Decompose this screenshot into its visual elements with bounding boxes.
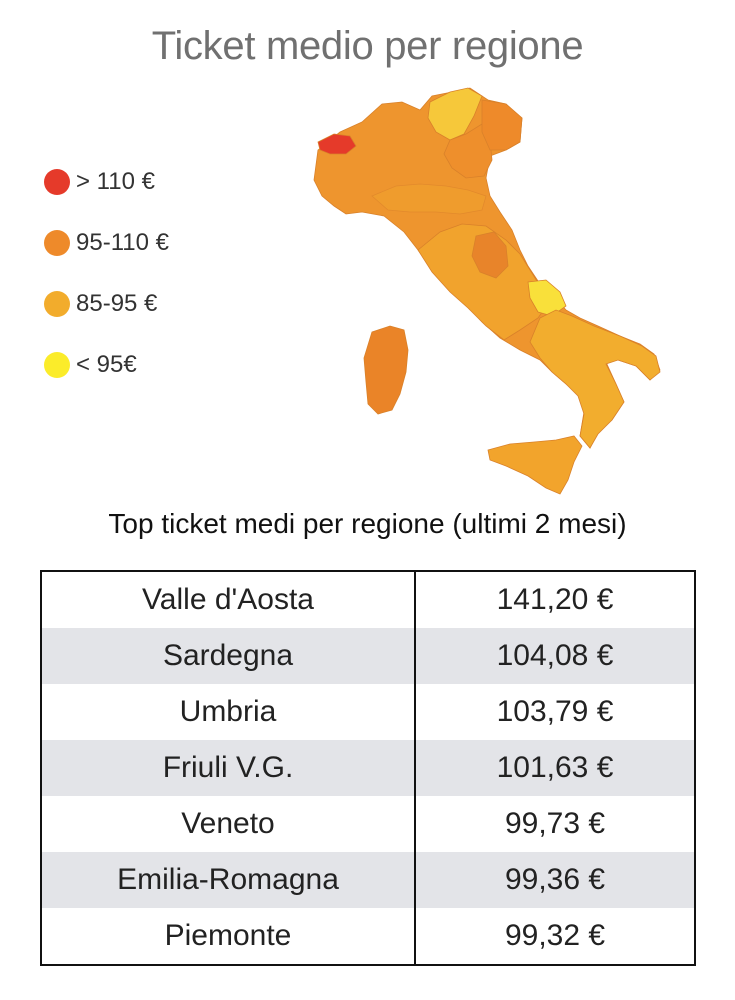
- ticket-value-cell: 141,20 €: [496, 583, 614, 616]
- map-region-sardegna: [363, 325, 409, 415]
- table-title: Top ticket medi per regione (ultimi 2 me…: [108, 508, 627, 539]
- table-row: Sardegna 104,08 €: [42, 628, 694, 684]
- legend-swatch-yellow: [44, 352, 70, 378]
- legend-label: 85-95 €: [76, 290, 158, 317]
- legend-label: 95-110 €: [76, 229, 169, 256]
- legend-label: > 110 €: [76, 168, 155, 195]
- region-name-cell: Sardegna: [42, 628, 416, 684]
- table-row: Veneto 99,73 €: [42, 796, 694, 852]
- map-region-valle-daosta: [317, 133, 357, 155]
- map-region-south: [529, 309, 661, 449]
- region-ticket-table: Valle d'Aosta 141,20 € Sardegna 104,08 €…: [40, 570, 696, 966]
- table-row: Emilia-Romagna 99,36 €: [42, 852, 694, 908]
- map-title: Ticket medio per regione: [151, 24, 584, 68]
- legend-swatch-orange: [44, 230, 70, 256]
- table-row: Valle d'Aosta 141,20 €: [42, 572, 694, 628]
- ticket-value-cell: 103,79 €: [496, 695, 614, 728]
- region-name-cell: Veneto: [42, 796, 416, 852]
- table-row: Umbria 103,79 €: [42, 684, 694, 740]
- map-region-trentino: [427, 87, 483, 141]
- region-name-cell: Valle d'Aosta: [42, 572, 416, 628]
- italy-map: [313, 87, 661, 495]
- ticket-value-cell: 101,63 €: [496, 751, 614, 784]
- region-name-cell: Friuli V.G.: [42, 740, 416, 796]
- map-region-emilia: [371, 183, 487, 215]
- legend-item-85-95: 85-95 €: [44, 290, 157, 318]
- legend-label: < 95€: [76, 351, 137, 378]
- legend-item-under-95: < 95€: [44, 351, 137, 379]
- region-name-cell: Piemonte: [42, 908, 416, 964]
- ticket-value-cell: 99,73 €: [504, 807, 606, 840]
- legend-item-over-110: > 110 €: [44, 168, 155, 196]
- map-region-friuli: [481, 99, 523, 151]
- map-region-umbria: [471, 231, 509, 279]
- ticket-value-cell: 99,36 €: [504, 863, 606, 896]
- legend-swatch-red: [44, 169, 70, 195]
- ticket-value-cell: 104,08 €: [496, 639, 614, 672]
- region-name-cell: Emilia-Romagna: [42, 852, 416, 908]
- legend-swatch-light-orange: [44, 291, 70, 317]
- legend-item-95-110: 95-110 €: [44, 229, 169, 257]
- map-region-sicilia: [487, 435, 583, 495]
- map-region-veneto: [443, 123, 493, 179]
- ticket-value-cell: 99,32 €: [504, 919, 606, 952]
- table-row: Piemonte 99,32 €: [42, 908, 694, 964]
- table-row: Friuli V.G. 101,63 €: [42, 740, 694, 796]
- region-name-cell: Umbria: [42, 684, 416, 740]
